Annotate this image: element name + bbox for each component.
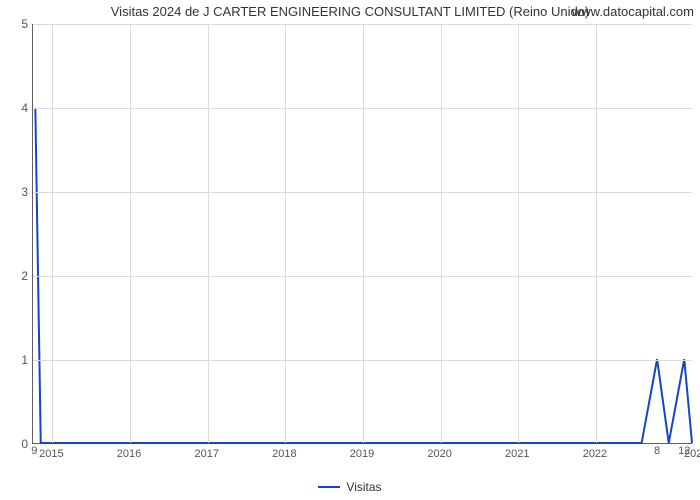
watermark-text: www.datocapital.com	[572, 4, 694, 19]
x-tick-label: 2020	[427, 448, 451, 460]
x-tick-label: 2016	[117, 448, 141, 460]
x-tick-label: 2022	[583, 448, 607, 460]
gridline-vertical	[518, 24, 519, 443]
gridline-vertical	[363, 24, 364, 443]
legend-swatch	[318, 486, 340, 488]
gridline-vertical	[441, 24, 442, 443]
y-tick-label: 0	[4, 437, 28, 451]
y-tick-label: 5	[4, 17, 28, 31]
gridline-vertical	[285, 24, 286, 443]
gridline-vertical	[596, 24, 597, 443]
gridline-vertical	[130, 24, 131, 443]
secondary-tick-label: 9	[31, 445, 37, 457]
legend: Visitas	[0, 479, 700, 494]
secondary-tick-label: 8	[654, 445, 660, 457]
chart-container: Visitas 2024 de J CARTER ENGINEERING CON…	[0, 0, 700, 500]
y-tick-label: 1	[4, 353, 28, 367]
x-tick-label: 2019	[350, 448, 374, 460]
plot-area	[32, 24, 692, 444]
x-tick-label: 2021	[505, 448, 529, 460]
legend-label: Visitas	[346, 480, 381, 494]
gridline-vertical	[52, 24, 53, 443]
y-tick-label: 2	[4, 269, 28, 283]
x-tick-label: 2017	[194, 448, 218, 460]
gridline-vertical	[208, 24, 209, 443]
x-tick-label: 2018	[272, 448, 296, 460]
x-tick-label: 2015	[39, 448, 63, 460]
y-tick-label: 4	[4, 101, 28, 115]
secondary-tick-label: 12	[678, 445, 690, 457]
y-tick-label: 3	[4, 185, 28, 199]
